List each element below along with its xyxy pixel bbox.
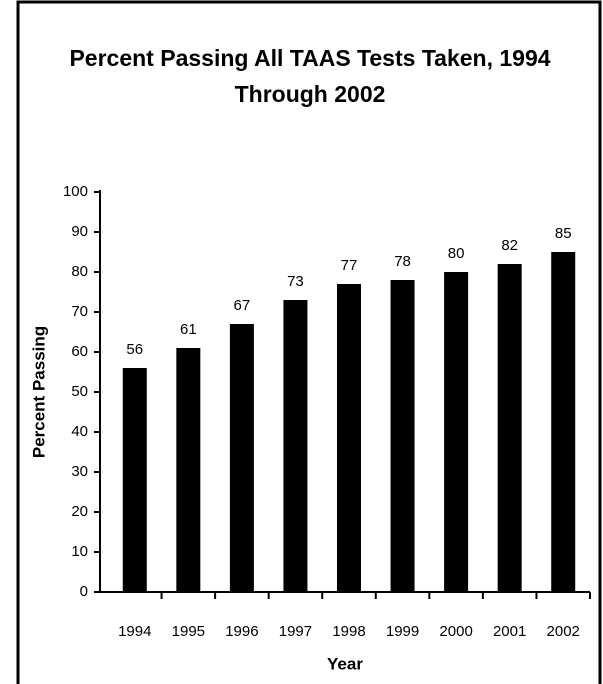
x-tick-label: 2000 xyxy=(439,623,472,640)
value-label: 56 xyxy=(126,341,143,358)
y-tick-label: 40 xyxy=(71,423,88,440)
y-tick-label: 20 xyxy=(71,503,88,520)
x-tick-label: 1996 xyxy=(225,623,258,640)
bar xyxy=(176,348,201,592)
frame xyxy=(16,0,602,684)
value-label: 82 xyxy=(501,237,518,254)
bar xyxy=(337,284,361,592)
value-label: 80 xyxy=(448,245,465,262)
y-tick-label: 70 xyxy=(71,303,88,320)
y-tick-label: 10 xyxy=(71,543,88,560)
x-tick-label: 1995 xyxy=(172,623,205,640)
bar xyxy=(444,272,469,592)
y-axis-label: Percent Passing xyxy=(29,326,48,458)
y-tick-label: 100 xyxy=(63,183,88,200)
y-tick-label: 60 xyxy=(71,343,88,360)
x-tick-label: 1999 xyxy=(386,623,419,640)
x-tick-label: 2002 xyxy=(547,623,580,640)
value-label: 73 xyxy=(287,273,304,290)
x-tick-label: 1994 xyxy=(118,623,151,640)
x-tick-label: 1997 xyxy=(279,623,312,640)
chart-title: Percent Passing All TAAS Tests Taken, 19… xyxy=(69,45,551,107)
value-label: 85 xyxy=(555,225,572,242)
bar xyxy=(497,264,522,592)
bar xyxy=(390,280,415,592)
bar xyxy=(551,252,576,592)
x-tick-label: 1998 xyxy=(332,623,365,640)
bar xyxy=(283,300,308,592)
bar xyxy=(122,368,147,592)
y-tick-label: 80 xyxy=(71,263,88,280)
y-tick-label: 30 xyxy=(71,463,88,480)
value-label: 77 xyxy=(341,257,358,274)
y-tick-label: 0 xyxy=(80,583,88,600)
value-label: 78 xyxy=(394,253,411,270)
bar xyxy=(229,324,254,592)
x-axis-label: Year xyxy=(327,654,363,673)
y-tick-label: 90 xyxy=(71,223,88,240)
value-label: 61 xyxy=(180,321,197,338)
value-label: 67 xyxy=(234,297,251,314)
y-tick-label: 50 xyxy=(71,383,88,400)
x-tick-label: 2001 xyxy=(493,623,526,640)
